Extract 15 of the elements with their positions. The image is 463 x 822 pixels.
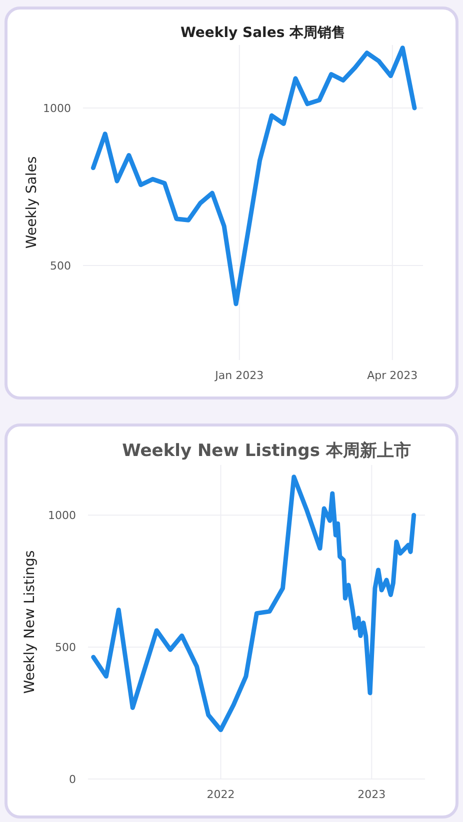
y-tick-label: 500 [55,640,76,654]
y-tick-label: 1000 [48,508,76,522]
y-axis-title: Weekly New Listings [22,550,38,694]
y-axis-title: Weekly Sales [24,156,40,249]
y-tick-label: 1000 [43,102,71,115]
y-tick-label: 0 [69,772,76,786]
y-tick-label: 500 [50,259,71,272]
line-series [91,474,416,732]
x-tick-label: Apr 2023 [367,369,418,382]
line-series [90,46,417,306]
x-tick-label: 2022 [206,788,235,801]
x-tick-label: Jan 2023 [214,369,264,382]
x-tick-label: 2023 [358,788,386,801]
chart-title: Weekly New Listings 本周新上市 [122,441,411,461]
chart-title: Weekly Sales 本周销售 [180,25,346,41]
